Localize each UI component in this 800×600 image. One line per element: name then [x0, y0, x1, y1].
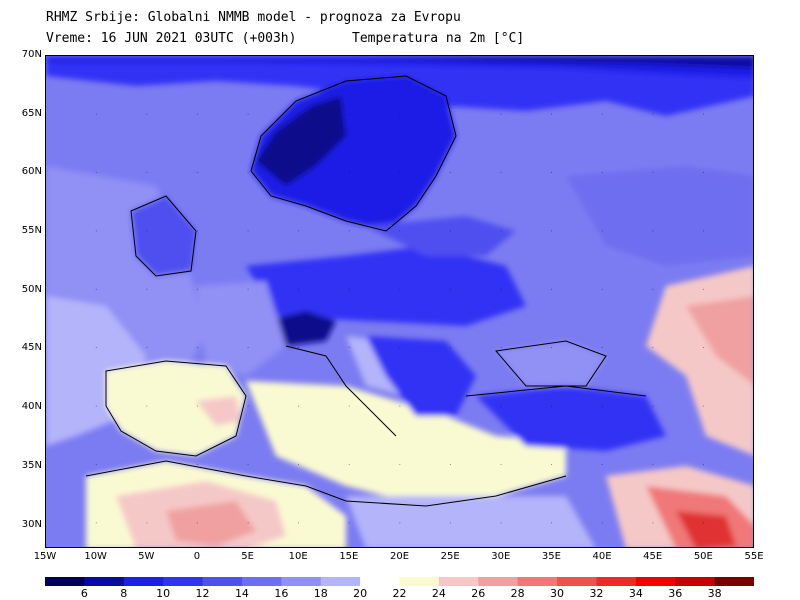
lat-tick-label: 35N: [21, 459, 42, 471]
lon-tick-label: 45E: [643, 551, 663, 562]
lon-tick-label: 5E: [241, 551, 254, 562]
colorbar-swatch: [84, 577, 125, 586]
colorbar-label: 16: [274, 587, 289, 600]
lon-tick-label: 10W: [84, 551, 107, 562]
graticule-dots: [46, 56, 753, 547]
map-canvas: [46, 56, 753, 547]
lat-tick-label: 70N: [21, 49, 42, 60]
colorbar-swatch: [635, 577, 676, 586]
colorbar-label: 30: [550, 587, 565, 600]
lat-tick-label: 55N: [21, 225, 42, 237]
colorbar-swatch: [399, 577, 440, 586]
lat-tick-label: 60N: [21, 166, 42, 178]
lon-tick-label: 15W: [33, 551, 57, 562]
lon-tick-label: 50E: [693, 551, 713, 562]
colorbar: [45, 577, 754, 586]
variable-label: Temperatura na 2m [°C]: [352, 31, 525, 46]
colorbar-label: 6: [80, 587, 88, 600]
lon-tick-label: 0: [193, 551, 201, 562]
forecast-time: Vreme: 16 JUN 2021 03UTC (+003h): [46, 31, 297, 46]
lat-tick-label: 65N: [21, 107, 42, 119]
colorbar-label: 28: [510, 587, 525, 600]
lat-tick-label: 40N: [21, 401, 42, 413]
lon-tick-label: 5W: [138, 551, 155, 562]
lon-tick-label: 10E: [288, 551, 308, 562]
colorbar-label: 38: [707, 587, 722, 600]
colorbar-swatch: [714, 577, 754, 586]
colorbar-swatch: [45, 577, 85, 586]
colorbar-label: 8: [120, 587, 128, 600]
lon-tick-label: 20E: [389, 551, 410, 562]
lon-tick-label: 15E: [339, 551, 359, 562]
colorbar-swatch: [478, 577, 519, 586]
colorbar-label: 10: [156, 587, 171, 600]
colorbar-swatch: [241, 577, 282, 586]
colorbar-label: 24: [431, 587, 446, 600]
colorbar-swatch: [360, 577, 400, 586]
lat-tick-label: 45N: [21, 342, 42, 354]
colorbar-swatch: [163, 577, 204, 586]
colorbar-label: 14: [234, 587, 249, 600]
colorbar-label: 32: [589, 587, 604, 600]
lon-tick-label: 30E: [491, 551, 511, 562]
colorbar-label: 18: [313, 587, 328, 600]
colorbar-label: 22: [392, 587, 407, 600]
colorbar-swatch: [557, 577, 597, 586]
colorbar-swatch: [596, 577, 637, 586]
lon-tick-label: 40E: [592, 551, 612, 562]
colorbar-swatch: [281, 577, 322, 586]
colorbar-swatch: [123, 577, 164, 586]
map-title: RHMZ Srbije: Globalni NMMB model - progn…: [46, 10, 461, 25]
lat-tick-label: 50N: [21, 283, 42, 295]
temperature-map: [45, 55, 754, 548]
lon-tick-label: 25E: [440, 551, 460, 562]
colorbar-label: 20: [353, 587, 368, 600]
colorbar-label: 12: [195, 587, 210, 600]
colorbar-swatch: [320, 577, 361, 586]
colorbar-label: 26: [471, 587, 486, 600]
colorbar-swatch: [675, 577, 716, 586]
colorbar-swatch: [517, 577, 558, 586]
lon-tick-label: 35E: [541, 551, 561, 562]
colorbar-swatch: [438, 577, 479, 586]
lon-tick-label: 55E: [744, 551, 764, 562]
lat-tick-label: 30N: [21, 518, 42, 530]
colorbar-label: 34: [628, 587, 643, 600]
colorbar-swatch: [202, 577, 243, 586]
colorbar-label: 36: [668, 587, 683, 600]
